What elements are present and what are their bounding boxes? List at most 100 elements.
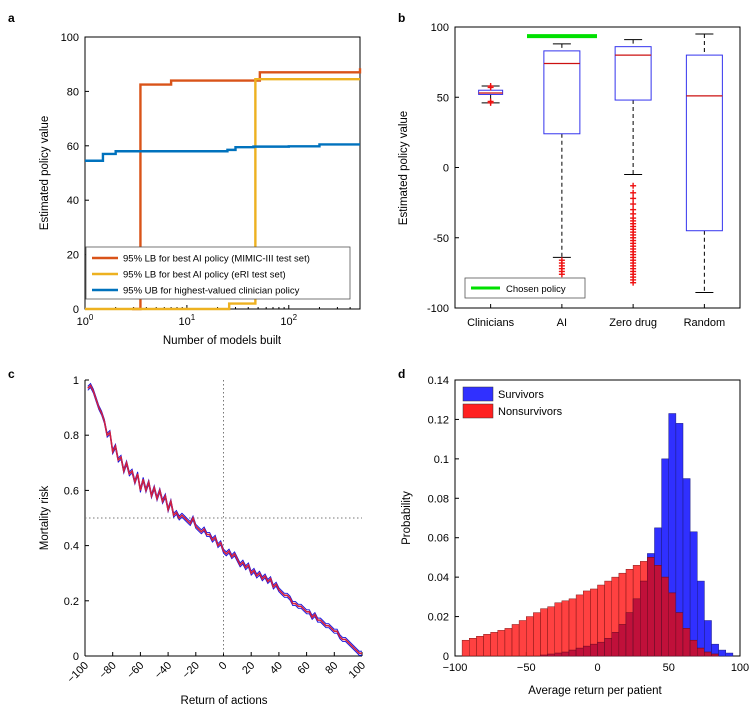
panel-d-overlap-bar-27 bbox=[654, 565, 662, 657]
panel-d-overlap-bar-25 bbox=[640, 580, 648, 657]
panel-label-b: b bbox=[398, 11, 405, 25]
panel-c-ytick-label-5: 1 bbox=[73, 375, 79, 387]
panel-d-nonsurvivors-bar-12 bbox=[547, 606, 555, 657]
panel-b-outlier-2-29 bbox=[630, 279, 637, 286]
panel-a-series-line-2 bbox=[85, 143, 360, 162]
panel-d-nonsurvivors-bar-13 bbox=[554, 602, 563, 657]
panel-c-xtick-label-5: 0 bbox=[217, 660, 230, 673]
panel-c-ytick-label-3: 0.6 bbox=[64, 485, 79, 497]
panel-c-ytick-label-1: 0.2 bbox=[64, 596, 79, 608]
panel-b-box-3 bbox=[685, 54, 723, 232]
panel-d-overlap-bar-15 bbox=[568, 649, 577, 657]
panel-d-overlap-bar-31 bbox=[682, 628, 691, 657]
panel-d-overlap-bar-26 bbox=[647, 557, 655, 657]
panel-d-ytick-label-4: 0.08 bbox=[428, 493, 449, 505]
panel-c-chart: 0 0.2 0.4 0.6 0.8 1 −100 −80 −60 −40 −20 0 20 40 60 80 1… bbox=[39, 375, 368, 707]
panel-d-chart: 0 0.02 0.04 0.06 0.08 0.1 0.12 0.14 −100 −50 0 50 10… bbox=[401, 375, 749, 697]
panel-c-xtick-label-7: 40 bbox=[268, 660, 285, 677]
panel-c-ylabel: Mortality risk bbox=[39, 485, 51, 550]
panel-d-xtick-label-1: −50 bbox=[517, 662, 536, 674]
panel-b-outlier-0-3 bbox=[487, 83, 494, 90]
panel-d-overlap-bar-33 bbox=[697, 647, 705, 657]
panel-a-chart: 0 20 40 60 80 100 100 101 102 Number of models b… bbox=[39, 32, 362, 347]
panel-b-legend: Chosen policy bbox=[464, 277, 586, 299]
panel-d-legend-label-1: Nonsurvivors bbox=[498, 406, 563, 418]
panel-d-ytick-label-2: 0.04 bbox=[428, 572, 449, 584]
panel-d-nonsurvivors-bar-14 bbox=[561, 600, 570, 657]
panel-a-ytick-label-0: 0 bbox=[73, 304, 79, 316]
panel-d-overlap-bar-22 bbox=[618, 624, 627, 657]
panel-d-overlap-bar-35 bbox=[711, 653, 719, 657]
panel-d-overlap-bar-18 bbox=[590, 643, 598, 657]
panel-d-overlap-bar-24 bbox=[632, 598, 641, 657]
panel-d-nonsurvivors-bar-7 bbox=[511, 624, 520, 657]
panel-d-overlap-bar-19 bbox=[597, 641, 605, 657]
panel-a-legend-label-1: 95% LB for best AI policy (eRI test set) bbox=[123, 270, 286, 281]
panel-d-nonsurvivors-bar-5 bbox=[497, 630, 506, 657]
panel-d-nonsurvivors-bar-8 bbox=[518, 620, 527, 657]
panel-a-xtick-label-1: 101 bbox=[179, 313, 196, 328]
panel-d-xtick-label-0: −100 bbox=[443, 662, 468, 674]
panel-d-overlap-bar-20 bbox=[604, 638, 612, 657]
panel-a-ytick-label-4: 80 bbox=[67, 86, 79, 98]
panel-d-overlap-bar-17 bbox=[583, 645, 591, 657]
panel-b-outlier-0-1 bbox=[487, 98, 494, 105]
panel-d-overlap-bar-32 bbox=[689, 639, 698, 657]
panel-d-nonsurvivors-bar-6 bbox=[504, 628, 513, 657]
panel-d-survivors-bar-34 bbox=[704, 620, 712, 657]
panel-c-xtick-label-9: 80 bbox=[323, 660, 340, 677]
panel-d-overlap-bar-11 bbox=[540, 654, 548, 657]
panel-a-xlabel: Number of models built bbox=[163, 335, 282, 347]
panel-d-overlap-bar-16 bbox=[575, 647, 584, 657]
panel-d-legend-label-0: Survivors bbox=[498, 389, 544, 401]
panel-d-legend-swatch-1 bbox=[462, 403, 494, 419]
panel-d-overlap-bar-34 bbox=[704, 651, 712, 657]
panel-b-ytick-label-4: 100 bbox=[431, 22, 449, 34]
panel-b-ylabel: Estimated policy value bbox=[398, 111, 410, 225]
panel-d-nonsurvivors-bar-10 bbox=[533, 612, 541, 657]
panel-b-outlier-2-2 bbox=[630, 195, 637, 202]
panel-label-c: c bbox=[8, 367, 15, 381]
panel-b-outlier-2-0 bbox=[630, 182, 637, 189]
panel-b-box-1 bbox=[543, 50, 581, 135]
panel-d-legend-swatch-0 bbox=[462, 386, 494, 402]
panel-label-a: a bbox=[8, 11, 15, 25]
panel-c-mortality-line bbox=[87, 384, 362, 655]
panel-d-xtick-label-2: 0 bbox=[594, 662, 600, 674]
panel-d-ylabel: Probability bbox=[401, 491, 413, 545]
panel-c-xtick-label-3: −40 bbox=[153, 660, 175, 682]
panel-d-ytick-label-3: 0.06 bbox=[428, 533, 449, 545]
panel-b-outlier-1-5 bbox=[558, 271, 565, 278]
panel-a-ylabel: Estimated policy value bbox=[39, 116, 51, 230]
panel-d-nonsurvivors-bar-1 bbox=[469, 638, 477, 657]
panel-d-overlap-bar-13 bbox=[554, 652, 563, 657]
panel-d-ytick-label-0: 0 bbox=[443, 651, 449, 663]
panel-c-lower-band-line bbox=[87, 386, 362, 656]
panel-d-survivors-bar-32 bbox=[689, 531, 698, 657]
panel-d-legend: Survivors Nonsurvivors bbox=[462, 386, 563, 419]
panel-a-xtick-label-0: 100 bbox=[77, 313, 94, 328]
panel-d-nonsurvivors-bar-9 bbox=[526, 616, 534, 657]
panel-d-nonsurvivors-bar-15 bbox=[568, 598, 577, 657]
panel-a-ytick-label-1: 20 bbox=[67, 250, 79, 262]
panel-d-xtick-label-4: 100 bbox=[731, 662, 749, 674]
panel-b-chart: -100 -50 0 50 100 Clinicians AI Zero drug Random… bbox=[398, 22, 741, 329]
panel-b-category-label-1: AI bbox=[557, 317, 567, 329]
panel-a-legend-label-0: 95% LB for best AI policy (MIMIC-III tes… bbox=[123, 254, 310, 265]
panel-d-overlap-bar-28 bbox=[661, 576, 669, 657]
panel-b-box-2 bbox=[614, 46, 652, 101]
panel-d-ytick-label-5: 0.1 bbox=[434, 454, 449, 466]
panel-d-overlap-bar-14 bbox=[561, 651, 570, 657]
panel-c-upper-band-line bbox=[87, 382, 362, 652]
panel-d-nonsurvivors-bar-16 bbox=[575, 594, 584, 657]
panel-d-overlap-bar-30 bbox=[675, 612, 684, 657]
panel-b-ytick-label-0: -100 bbox=[427, 303, 449, 315]
panel-c-xtick-label-1: −80 bbox=[97, 660, 119, 682]
panel-b-box-0 bbox=[478, 89, 504, 95]
panel-a-legend-label-2: 95% UB for highest-valued clinician poli… bbox=[123, 286, 300, 297]
panel-d-survivors-bar-36 bbox=[718, 649, 726, 657]
panel-d-overlap-bar-21 bbox=[611, 632, 620, 657]
panel-a-ytick-label-5: 100 bbox=[61, 32, 79, 44]
panel-c-xtick-label-8: 60 bbox=[296, 660, 313, 677]
